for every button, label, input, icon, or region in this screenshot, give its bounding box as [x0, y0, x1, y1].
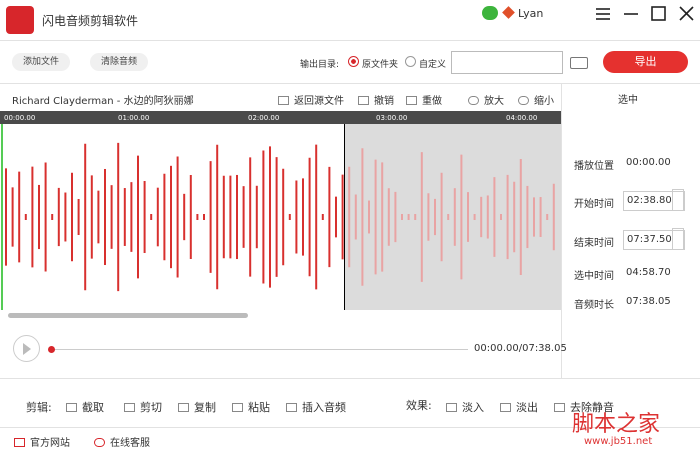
tool-label: 剪切: [140, 401, 162, 414]
redo-button[interactable]: 重做: [406, 92, 442, 107]
tool-label: 粘贴: [248, 401, 270, 414]
tool-label: 复制: [194, 401, 216, 414]
edit-tool-button[interactable]: 剪切: [124, 399, 162, 415]
panel-value: 07:38.05: [626, 296, 671, 307]
panel-label: 播放位置: [574, 161, 614, 172]
watermark-url: www.jb51.net: [584, 436, 653, 447]
tool-icon: [286, 403, 297, 412]
edit-tool-button[interactable]: 截取: [66, 399, 104, 415]
link-label: 在线客服: [110, 438, 150, 449]
folder-button[interactable]: [570, 57, 588, 69]
undo-source-button[interactable]: 返回源文件: [278, 92, 344, 107]
link-label: 官方网站: [30, 438, 70, 449]
progress-track[interactable]: [52, 349, 468, 350]
action-label: 重做: [422, 96, 442, 107]
radio-source[interactable]: [348, 56, 359, 67]
official-site-link[interactable]: 官方网站: [14, 434, 70, 449]
tool-icon: [178, 403, 189, 412]
tool-icon: [66, 403, 77, 412]
watermark-title: 脚本之家: [572, 412, 661, 437]
tool-icon: [554, 403, 565, 412]
panel-label: 音频时长: [574, 300, 614, 311]
panel-label: 选中时间: [574, 271, 614, 282]
tool-label: 淡入: [462, 401, 484, 414]
action-label: 返回源文件: [294, 96, 344, 107]
menu-button[interactable]: [596, 8, 610, 20]
time-tick: 02:00.00: [248, 114, 280, 122]
play-icon: [23, 343, 31, 355]
time-spinner[interactable]: [672, 228, 684, 250]
panel-header: 选中: [618, 95, 638, 106]
panel-divider: [561, 83, 562, 378]
output-path-input[interactable]: [451, 51, 563, 74]
time-tick: 04:00.00: [506, 114, 538, 122]
output-dir-label: 输出目录:: [300, 60, 340, 70]
option-custom[interactable]: 自定义: [419, 60, 447, 70]
tool-label: 截取: [82, 401, 104, 414]
clear-audio-button[interactable]: 清除音频: [90, 53, 148, 71]
effect-tool-button[interactable]: 淡入: [446, 399, 484, 415]
progress-knob[interactable]: [48, 346, 55, 353]
edit-label: 剪辑:: [26, 401, 52, 414]
tool-label: 淡出: [516, 401, 538, 414]
action-label: 放大: [484, 96, 504, 107]
edit-tool-button[interactable]: 插入音频: [286, 399, 346, 415]
export-button[interactable]: 导出: [603, 51, 688, 73]
zoom-in-button[interactable]: 放大: [468, 92, 504, 107]
online-service-link[interactable]: 在线客服: [94, 434, 150, 449]
add-file-button[interactable]: 添加文件: [12, 53, 70, 71]
scrollbar-thumb[interactable]: [8, 313, 248, 318]
panel-label: 结束时间: [574, 238, 614, 249]
app-logo: [6, 6, 34, 34]
option-source[interactable]: 原文件夹: [362, 60, 399, 70]
tool-icon: [500, 403, 511, 412]
time-tick: 00:00.00: [4, 114, 36, 122]
effect-tool-button[interactable]: 去除静音: [554, 399, 614, 415]
maximize-button[interactable]: [651, 6, 666, 21]
tool-icon: [124, 403, 135, 412]
zoom-out-button[interactable]: 缩小: [518, 92, 554, 107]
action-label: 撤销: [374, 96, 394, 107]
close-button[interactable]: [679, 6, 694, 21]
effects-label: 效果:: [406, 399, 432, 412]
edit-tool-button[interactable]: 粘贴: [232, 399, 270, 415]
track-name: Richard Clayderman - 水边的阿狄丽娜: [12, 96, 194, 107]
timeline-ruler: [0, 111, 561, 124]
wechat-icon[interactable]: [482, 6, 498, 20]
panel-value[interactable]: 02:38.80: [623, 191, 685, 211]
undo-button[interactable]: 撤销: [358, 92, 394, 107]
time-tick: 01:00.00: [118, 114, 150, 122]
radio-custom[interactable]: [405, 56, 416, 67]
edit-tool-button[interactable]: 复制: [178, 399, 216, 415]
tool-label: 去除静音: [570, 401, 614, 414]
tool-icon: [446, 403, 457, 412]
panel-value: 00:00.00: [626, 157, 671, 168]
user-name[interactable]: Lyan: [518, 7, 544, 20]
time-tick: 03:00.00: [376, 114, 408, 122]
app-title: 闪电音频剪辑软件: [42, 14, 139, 28]
tool-label: 插入音频: [302, 401, 346, 414]
panel-value[interactable]: 07:37.50: [623, 230, 685, 250]
effect-tool-button[interactable]: 淡出: [500, 399, 538, 415]
panel-label: 开始时间: [574, 199, 614, 210]
tool-icon: [232, 403, 243, 412]
play-button[interactable]: [13, 335, 40, 362]
window-controls: [596, 6, 694, 21]
time-spinner[interactable]: [672, 189, 684, 211]
player-time: 00:00.00/07:38.05: [474, 343, 567, 354]
vip-icon: [502, 6, 515, 19]
panel-value: 04:58.70: [626, 267, 671, 278]
action-label: 缩小: [534, 96, 554, 107]
selection-region: [345, 124, 561, 310]
waveform[interactable]: [0, 124, 561, 310]
